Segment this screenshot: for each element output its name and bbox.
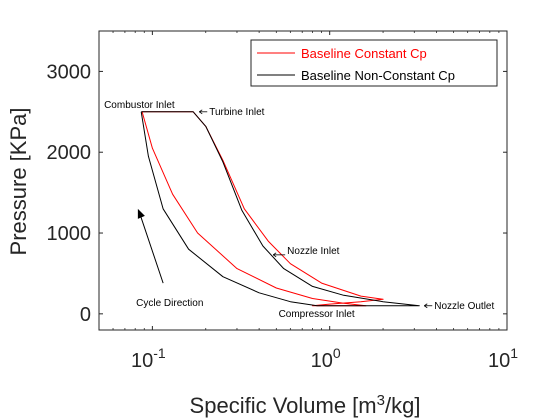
annotation-turbine-inlet: Turbine Inlet	[209, 107, 264, 118]
annotation-combustor-inlet: Combustor Inlet	[104, 100, 175, 111]
annotation-nozzle-inlet: Nozzle Inlet	[287, 246, 339, 257]
turbine-inlet-arrow-head	[199, 109, 203, 115]
legend: Baseline Constant Cp Baseline Non-Constan…	[250, 39, 498, 87]
annotation-nozzle-outlet: Nozzle Outlet	[434, 301, 494, 312]
y-tick-label: 3000	[47, 61, 92, 83]
series-line-non-constant-cp	[140, 111, 420, 307]
x-tick-label-base: 10	[488, 350, 510, 372]
x-axis-label-superscript: 3	[377, 392, 385, 409]
x-tick-label-base: 10	[311, 350, 333, 372]
legend-entry: Baseline Non-Constant Cp	[301, 68, 455, 83]
x-axis-label-main: Specific Volume [m	[190, 393, 377, 418]
x-tick-label-exponent: 1	[510, 345, 518, 361]
x-tick-label: 101	[488, 345, 518, 372]
annotations: Combustor Inlet Turbine Inlet Nozzle Inlet…	[104, 100, 494, 320]
nozzle-inlet-arrow-head	[272, 252, 277, 258]
y-tick-label: 0	[80, 304, 91, 326]
plot-lines	[140, 111, 420, 307]
legend-box	[250, 39, 498, 87]
cycle-direction-arrowhead	[137, 208, 145, 219]
annotation-cycle-direction: Cycle Direction	[136, 298, 203, 309]
x-tick-label-base: 10	[131, 350, 153, 372]
x-tick-label-exponent: -1	[153, 345, 166, 361]
y-tick-label: 1000	[47, 223, 92, 245]
legend-entry: Baseline Constant Cp	[301, 46, 427, 61]
x-tick-label: 10-1	[131, 345, 166, 372]
x-axis-label-tail: /kg]	[385, 393, 420, 418]
nozzle-outlet-arrow-head	[424, 303, 428, 309]
x-tick-label: 100	[311, 345, 341, 372]
x-tick-label-exponent: 0	[333, 345, 341, 361]
annotation-compressor-inlet: Compressor Inlet	[279, 309, 355, 320]
cycle-direction-arrow	[140, 216, 164, 284]
x-axis-label: Specific Volume [m3/kg]	[190, 392, 421, 418]
series-line-constant-cp	[141, 111, 384, 307]
y-tick-label: 2000	[47, 142, 92, 164]
y-axis-label: Pressure [KPa]	[6, 108, 31, 256]
